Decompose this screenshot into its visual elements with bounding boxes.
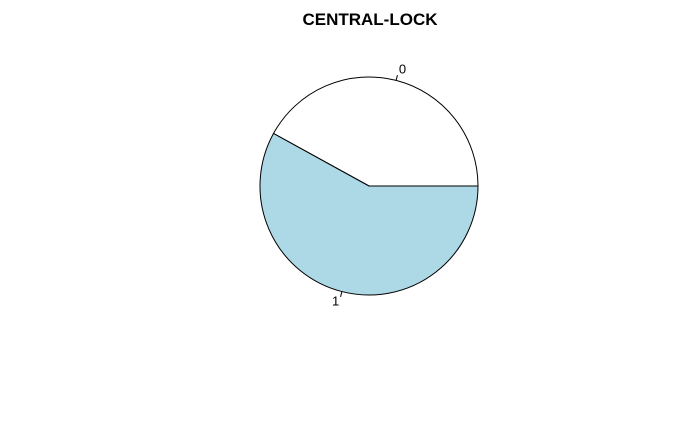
slice-labels: 01 (332, 61, 406, 308)
chart-title: CENTRAL-LOCK (302, 10, 438, 29)
slice-label-0: 0 (399, 61, 406, 76)
label-tick-0 (395, 75, 398, 81)
pie-slices (259, 76, 479, 296)
pie-slice-0 (272, 76, 479, 187)
slice-label-1: 1 (332, 294, 339, 309)
label-tick-1 (340, 291, 343, 297)
label-ticks (340, 75, 398, 297)
pie-slice-1 (259, 132, 479, 296)
